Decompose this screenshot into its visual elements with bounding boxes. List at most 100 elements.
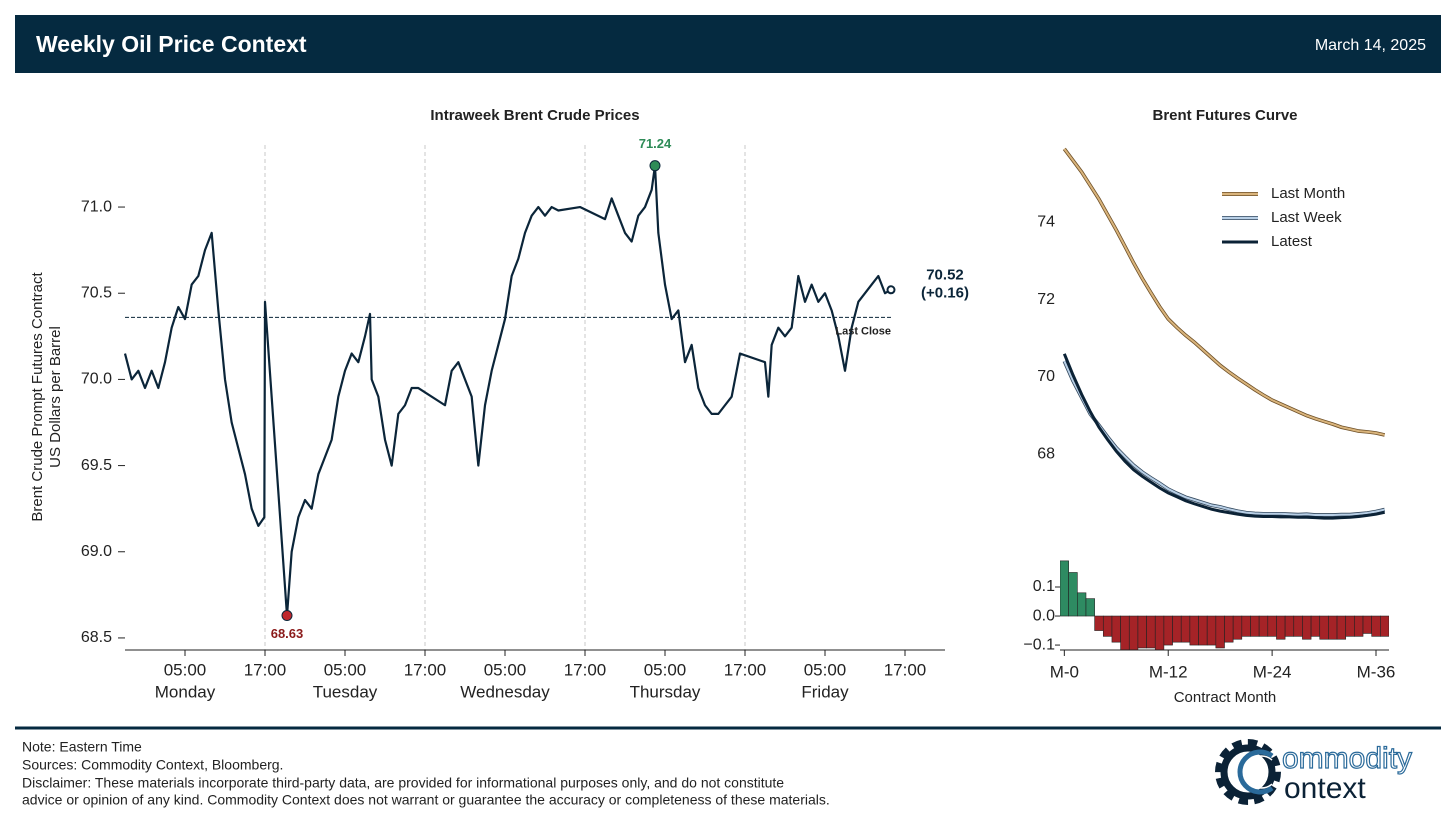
y-axis-label: Brent Crude Prompt Futures Contract bbox=[29, 272, 46, 522]
change-bar bbox=[1111, 615, 1121, 643]
change-bar bbox=[1068, 572, 1078, 617]
change-bar bbox=[1085, 598, 1095, 617]
x-day-label: Friday bbox=[801, 682, 849, 701]
curve-line bbox=[1063, 360, 1385, 516]
x-tick-label: M-12 bbox=[1149, 662, 1188, 681]
x-tick-label: 17:00 bbox=[884, 660, 927, 679]
y-tick-label: 68 bbox=[1037, 445, 1055, 462]
y-axis-label: US Dollars per Barrel bbox=[47, 326, 64, 468]
last-change-label: (+0.16) bbox=[921, 285, 969, 302]
footer-sources: Sources: Commodity Context, Bloomberg. bbox=[22, 757, 283, 773]
logo-word-1: ommodity bbox=[1282, 742, 1412, 775]
y-tick-label: 69.0 bbox=[81, 543, 112, 560]
change-bar bbox=[1146, 615, 1156, 649]
change-bar bbox=[1345, 615, 1355, 637]
x-tick-label: M-24 bbox=[1253, 662, 1292, 681]
y-tick-label: 0.0 bbox=[1033, 607, 1055, 624]
change-bar bbox=[1189, 615, 1199, 646]
change-bar bbox=[1267, 615, 1277, 637]
y-tick-label: 68.5 bbox=[81, 629, 112, 646]
change-bar bbox=[1206, 615, 1217, 646]
low-marker bbox=[281, 610, 293, 622]
x-tick-label: 05:00 bbox=[324, 660, 367, 679]
curve-edge bbox=[1062, 360, 1386, 517]
x-tick-label: 17:00 bbox=[244, 660, 287, 679]
change-bar bbox=[1077, 592, 1087, 617]
x-day-label: Monday bbox=[155, 682, 216, 701]
change-bar bbox=[1336, 615, 1347, 640]
logo-word-2: ontext bbox=[1284, 772, 1366, 805]
change-bar bbox=[1302, 615, 1312, 640]
change-bar bbox=[1198, 615, 1208, 646]
change-bar bbox=[1250, 615, 1260, 637]
y-tick-label: 74 bbox=[1037, 214, 1055, 231]
change-bar bbox=[1319, 615, 1329, 640]
logo-c bbox=[1237, 749, 1274, 795]
logo: ommodity ontext bbox=[1215, 739, 1413, 805]
header-date: March 14, 2025 bbox=[1315, 37, 1426, 54]
header-title: Weekly Oil Price Context bbox=[36, 31, 307, 57]
change-bar bbox=[1284, 615, 1295, 637]
footer-note: Note: Eastern Time bbox=[22, 739, 142, 755]
change-bar bbox=[1310, 615, 1321, 637]
reference-label: Last Close bbox=[835, 325, 891, 337]
change-bar bbox=[1258, 615, 1269, 637]
x-day-label: Tuesday bbox=[313, 682, 378, 701]
change-bar bbox=[1172, 615, 1182, 643]
change-bar bbox=[1154, 615, 1165, 650]
low-label: 68.63 bbox=[271, 626, 304, 641]
change-bar bbox=[1224, 615, 1234, 643]
y-tick-label: 70 bbox=[1037, 368, 1055, 385]
last-marker bbox=[886, 285, 896, 295]
curve-line bbox=[1063, 148, 1385, 436]
footer-disclaimer: Disclaimer: These materials incorporate … bbox=[22, 775, 784, 791]
x-axis-label: Contract Month bbox=[1174, 689, 1277, 706]
x-tick-label: M-0 bbox=[1050, 662, 1079, 681]
y-tick-label: 0.1 bbox=[1033, 578, 1055, 595]
x-day-label: Wednesday bbox=[460, 682, 550, 701]
change-bar bbox=[1380, 615, 1389, 637]
change-bar bbox=[1293, 615, 1303, 637]
x-tick-label: 17:00 bbox=[564, 660, 607, 679]
y-tick-label: 70.5 bbox=[81, 284, 112, 301]
chart-title: Intraweek Brent Crude Prices bbox=[430, 107, 639, 124]
logo-c-inner bbox=[1244, 755, 1273, 789]
change-bar bbox=[1128, 615, 1139, 650]
change-bar bbox=[1241, 615, 1251, 637]
logo-gear bbox=[1220, 744, 1276, 800]
y-tick-label: 70.0 bbox=[81, 371, 112, 388]
legend-label: Last Month bbox=[1271, 185, 1345, 202]
x-tick-label: 05:00 bbox=[804, 660, 847, 679]
x-day-label: Thursday bbox=[630, 682, 701, 701]
bar-group bbox=[1060, 560, 1389, 650]
y-tick-label: 69.5 bbox=[81, 457, 112, 474]
x-tick-label: 05:00 bbox=[644, 660, 687, 679]
change-bar bbox=[1137, 615, 1147, 649]
x-tick-label: M-36 bbox=[1357, 662, 1396, 681]
change-bar bbox=[1328, 615, 1338, 640]
chart-title: Brent Futures Curve bbox=[1152, 107, 1297, 124]
x-tick-label: 17:00 bbox=[724, 660, 767, 679]
y-tick-label: 71.0 bbox=[81, 198, 112, 215]
change-bar bbox=[1163, 615, 1173, 646]
high-marker bbox=[649, 160, 661, 172]
change-bar bbox=[1060, 560, 1069, 617]
change-bar bbox=[1354, 615, 1364, 637]
y-tick-label: 72 bbox=[1037, 291, 1055, 308]
last-label: 70.52 bbox=[926, 267, 964, 284]
change-bar bbox=[1371, 615, 1381, 637]
y-tick-label: −0.1 bbox=[1023, 636, 1055, 653]
legend-label: Last Week bbox=[1271, 209, 1342, 226]
header-bar bbox=[15, 15, 1441, 73]
x-tick-label: 17:00 bbox=[404, 660, 447, 679]
change-bar bbox=[1120, 615, 1130, 650]
change-bar bbox=[1276, 615, 1286, 640]
x-tick-label: 05:00 bbox=[484, 660, 527, 679]
change-bar bbox=[1232, 615, 1243, 640]
change-bar bbox=[1094, 615, 1104, 631]
legend-label: Latest bbox=[1271, 233, 1313, 250]
high-label: 71.24 bbox=[639, 136, 672, 151]
curve-line bbox=[1062, 353, 1385, 520]
